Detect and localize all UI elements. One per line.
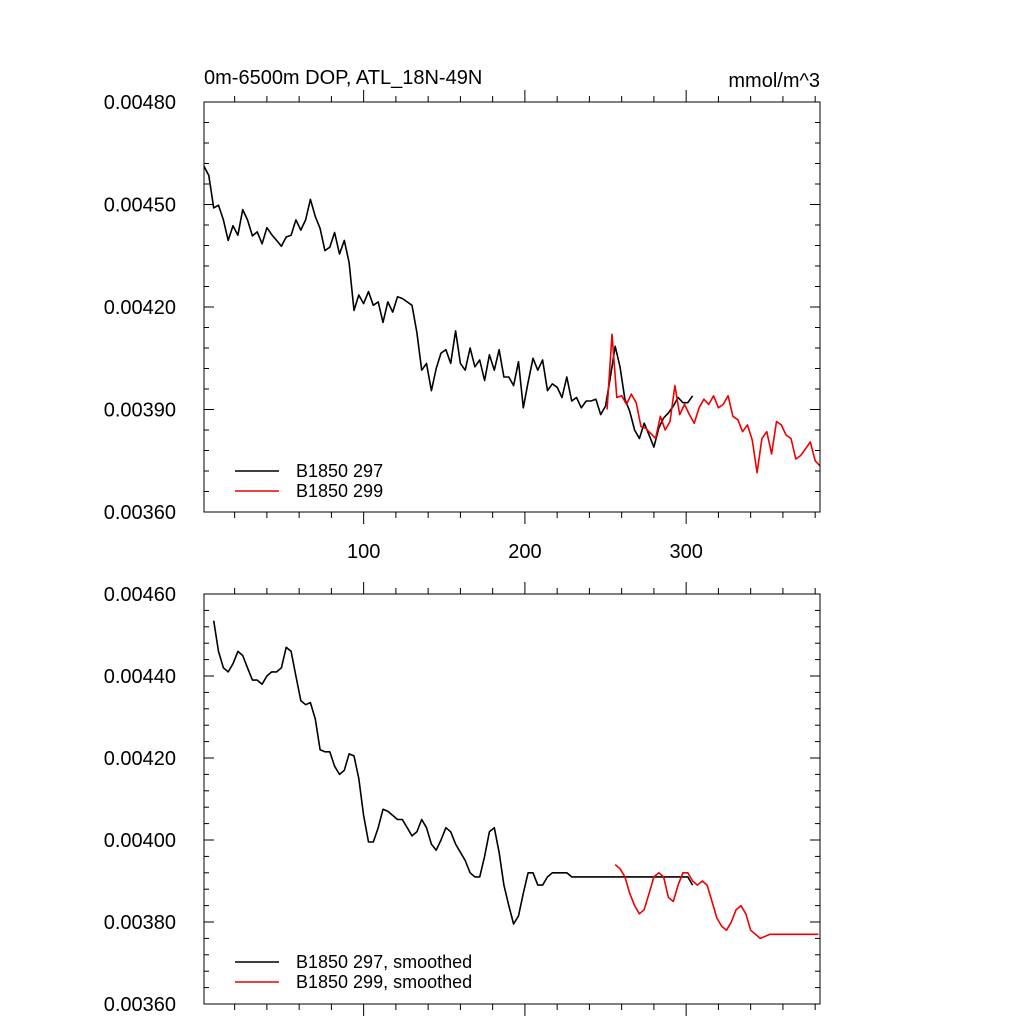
- top-panel: 0m-6500m DOP, ATL_18N-49N mmol/m^3 0.003…: [104, 67, 821, 563]
- top-panel-frame: [203, 101, 821, 513]
- legend-label-b1850-297: B1850 297: [296, 461, 383, 481]
- series-line-b1850-299-smoothed: [614, 863, 819, 940]
- units-label: mmol/m^3: [728, 70, 820, 92]
- series-line-b1850-299: [606, 333, 821, 474]
- top-panel-title: 0m-6500m DOP, ATL_18N-49N: [204, 67, 482, 89]
- bottom-ytick-label: 0.00460: [104, 584, 176, 606]
- bottom-panel-legend: B1850 297, smoothed B1850 299, smoothed: [235, 952, 472, 992]
- top-xtick-label: 200: [508, 541, 541, 563]
- legend-label-b1850-299: B1850 299: [296, 481, 383, 501]
- bottom-ytick-label: 0.00420: [104, 748, 176, 770]
- bottom-ytick-label: 0.00400: [104, 830, 176, 852]
- bottom-ytick-label: 0.00440: [104, 666, 176, 688]
- legend-label-b1850-297-smoothed: B1850 297, smoothed: [296, 952, 472, 972]
- bottom-panel: 0.00360 0.00380 0.00400 0.00420 0.00440 0.004…: [104, 582, 821, 1016]
- top-ytick-label: 0.00480: [104, 92, 176, 114]
- top-panel-lines: [203, 165, 821, 474]
- bottom-panel-ticks: 0.00360 0.00380 0.00400 0.00420 0.00440 0.004…: [104, 582, 820, 1016]
- bottom-ytick-label: 0.00380: [104, 912, 176, 934]
- bottom-panel-frame: [203, 593, 821, 1005]
- top-xtick-label: 100: [347, 541, 380, 563]
- top-ytick-label: 0.00360: [104, 502, 176, 524]
- series-line-b1850-297-smoothed: [212, 620, 694, 925]
- top-xtick-label: 300: [669, 541, 702, 563]
- top-ytick-label: 0.00450: [104, 195, 176, 217]
- top-panel-ticks: 0.00360 0.00390 0.00420 0.00450 0.00480 100 20…: [104, 90, 820, 563]
- top-panel-legend: B1850 297 B1850 299: [235, 461, 383, 501]
- top-ytick-label: 0.00390: [104, 400, 176, 422]
- series-line-b1850-297: [203, 165, 694, 448]
- bottom-ytick-label: 0.00360: [104, 994, 176, 1016]
- bottom-panel-lines: [212, 620, 819, 940]
- top-ytick-label: 0.00420: [104, 297, 176, 319]
- legend-label-b1850-299-smoothed: B1850 299, smoothed: [296, 972, 472, 992]
